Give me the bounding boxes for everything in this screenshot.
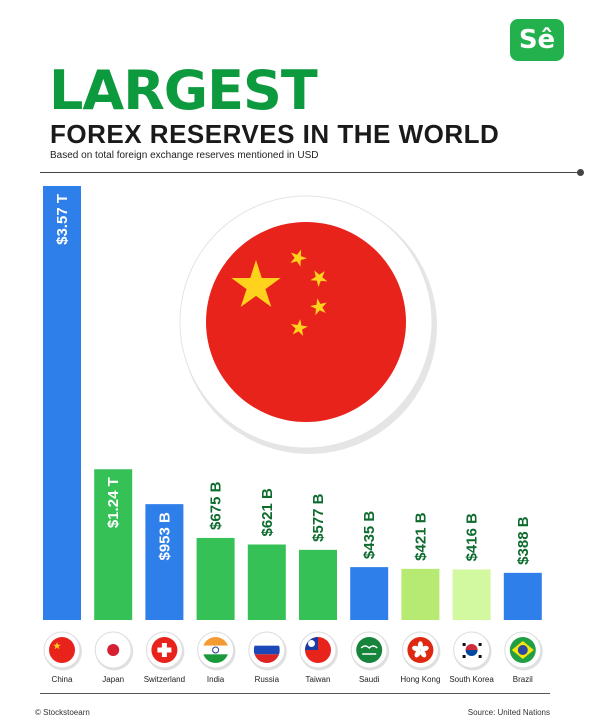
- bar-russia: [247, 544, 286, 620]
- brand-logo: Sê: [510, 19, 564, 61]
- category-label: India: [207, 675, 225, 684]
- taiwan-flag-icon: [299, 631, 338, 671]
- small-star-icon: [290, 319, 308, 336]
- bar-value-label: $675 B: [208, 481, 225, 530]
- india-flag-icon: [197, 631, 236, 671]
- category-label: Russia: [255, 675, 280, 684]
- category-label: Brazil: [513, 675, 533, 684]
- bar-value-label: $577 B: [310, 493, 327, 542]
- small-star-icon: [310, 298, 327, 316]
- russia-flag-icon: [248, 631, 287, 671]
- bar-value-label: $421 B: [412, 512, 429, 561]
- saudi-flag-icon: [350, 631, 390, 671]
- category-label: China: [52, 675, 73, 684]
- bar-value-label: $388 B: [515, 516, 532, 565]
- source-text: Source: United Nations: [467, 708, 550, 717]
- category-label: Hong Kong: [400, 675, 440, 684]
- bar-value-label: $416 B: [464, 513, 481, 562]
- category-label: Switzerland: [144, 675, 185, 684]
- switzerland-flag-icon: [145, 631, 185, 671]
- bar-india: [196, 537, 235, 620]
- chart-note: Based on total foreign exchange reserves…: [50, 150, 319, 161]
- brazil-flag-icon: [504, 631, 543, 671]
- category-label: Saudi: [359, 675, 380, 684]
- category-label: South Korea: [449, 675, 494, 684]
- bar-saudi: [350, 567, 389, 620]
- small-star-icon: [310, 270, 328, 287]
- category-label: Japan: [102, 675, 124, 684]
- bar-brazil: [503, 572, 542, 620]
- medallion-disc: [206, 222, 406, 422]
- credit-text: © Stockstoearn: [35, 708, 90, 717]
- south-korea-flag-icon: [453, 631, 492, 671]
- bar-value-label: $435 B: [361, 511, 378, 560]
- bar-china: [43, 186, 81, 620]
- large-star-icon: [231, 260, 281, 307]
- bar-switzerland: [145, 504, 184, 620]
- bar-value-label: $953 B: [156, 512, 173, 561]
- bar-taiwan: [299, 549, 337, 620]
- bar-hong-kong: [401, 568, 440, 620]
- category-label: Taiwan: [306, 675, 331, 684]
- bar-south-korea: [452, 569, 491, 620]
- page-subtitle: FOREX RESERVES IN THE WORLD: [50, 119, 500, 149]
- small-star-icon: [290, 249, 307, 267]
- header-divider: [40, 172, 580, 173]
- bar-value-label: $3.57 T: [54, 194, 71, 245]
- header-divider-dot: [577, 169, 584, 176]
- bar-value-label: $621 B: [259, 488, 276, 537]
- footer-divider: [40, 693, 550, 694]
- bar-value-label: $1.24 T: [105, 477, 122, 528]
- china-flag-medallion-icon: [179, 195, 437, 454]
- page-title: LARGEST: [49, 59, 318, 122]
- bar-japan: [94, 469, 133, 620]
- china-flag-icon: [43, 631, 82, 671]
- japan-flag-icon: [94, 631, 134, 671]
- hong-kong-flag-icon: [401, 631, 441, 671]
